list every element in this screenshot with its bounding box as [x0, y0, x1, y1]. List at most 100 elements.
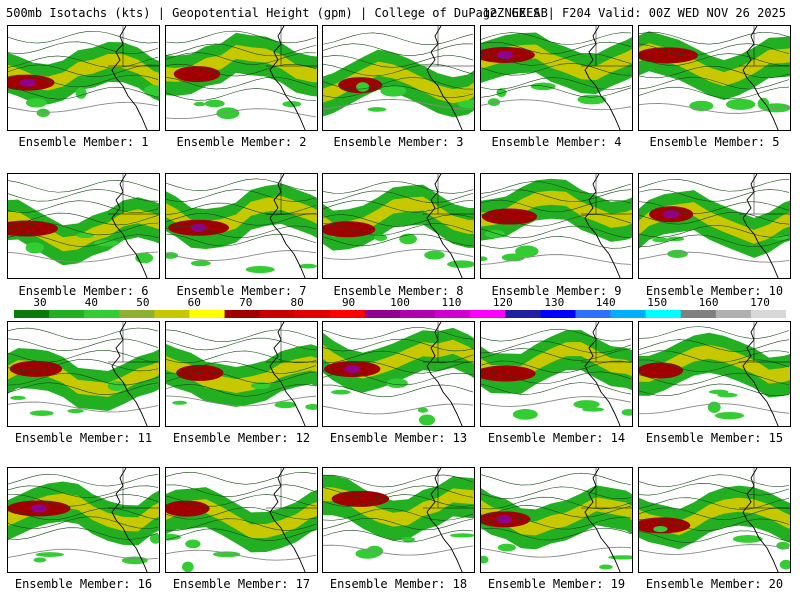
height-contour [481, 85, 632, 98]
colorbar-tick-label: 40 [84, 296, 99, 309]
ensemble-panel-14 [480, 321, 633, 427]
isotach-blob [424, 250, 445, 260]
isotach-blob [667, 249, 688, 258]
height-contour [323, 361, 474, 374]
colorbar-tick-label: 150 [647, 296, 668, 309]
ensemble-panel-16 [7, 467, 160, 573]
isotach-blob [29, 410, 54, 417]
height-contour-gray [8, 251, 159, 263]
isotach-blob [771, 235, 789, 240]
isotach-blob [496, 88, 507, 98]
height-contour [323, 508, 474, 521]
isotach-map [481, 174, 632, 278]
isotach-map [639, 468, 790, 572]
height-contour [323, 214, 474, 227]
jet-max-peak [344, 365, 361, 374]
height-contour [639, 212, 790, 225]
coastline [111, 26, 148, 130]
height-contour [323, 372, 474, 386]
jet-max-core [166, 500, 210, 517]
height-contour [323, 474, 474, 488]
height-contour [481, 63, 632, 76]
height-contour [639, 234, 790, 248]
coastline [111, 322, 148, 426]
ensemble-panel-18 [322, 467, 475, 573]
isotach-blob [212, 551, 241, 558]
height-contour [639, 86, 790, 100]
coastline [742, 26, 779, 130]
isotach-band-green [639, 31, 790, 101]
height-contour [166, 30, 317, 44]
jet-max-core [639, 517, 691, 534]
colorbar-tick-label: 100 [390, 296, 410, 309]
coastline [269, 174, 306, 278]
coastline [742, 468, 779, 572]
height-contour [166, 178, 317, 192]
isotach-blob [779, 559, 790, 570]
height-contour [166, 225, 317, 238]
height-contour [639, 43, 790, 56]
isotach-map [8, 468, 159, 572]
isotach-map [323, 174, 474, 278]
jet-max-core [9, 360, 63, 377]
height-contour [8, 31, 159, 44]
coastline [111, 174, 148, 278]
isotach-blob [33, 557, 47, 563]
isotach-blob [714, 411, 744, 420]
coastline [269, 322, 306, 426]
height-contour [481, 225, 632, 239]
jet-max-core [639, 47, 699, 64]
height-contour [166, 528, 317, 541]
height-contour [481, 382, 632, 395]
ensemble-member-label: Ensemble Member: 10 [645, 284, 784, 298]
coastline [269, 468, 306, 572]
ensemble-member-label: Ensemble Member: 20 [645, 577, 784, 591]
colorbar-tick-label: 70 [239, 296, 253, 309]
colorbar-swatch [259, 310, 296, 318]
height-contour [8, 189, 159, 202]
height-contour [323, 85, 474, 98]
isotach-blob [653, 525, 668, 533]
isotach-blob [25, 98, 47, 108]
height-contour [639, 497, 790, 510]
height-contour [323, 494, 474, 507]
coastline [426, 468, 463, 572]
height-contour [481, 340, 632, 354]
height-contour [166, 52, 317, 65]
height-contour [481, 53, 632, 66]
height-contour [8, 485, 159, 499]
height-contour-gray [8, 401, 159, 413]
ensemble-panel-15 [638, 321, 791, 427]
ensemble-panel-11 [7, 321, 160, 427]
height-contour [323, 517, 474, 531]
height-contour [323, 384, 474, 398]
colorbar-swatch [575, 310, 612, 318]
ensemble-member-label: Ensemble Member: 16 [14, 577, 153, 591]
ensemble-member-label: Ensemble Member: 3 [333, 135, 464, 149]
height-contour-gray [323, 403, 474, 415]
isotach-blob [380, 85, 407, 97]
isotach-blob [457, 99, 474, 109]
colorbar-tick-label: 90 [341, 296, 356, 309]
jet-max-core [8, 220, 59, 237]
ensemble-member-label: Ensemble Member: 18 [329, 577, 468, 591]
height-contour [639, 201, 790, 214]
coastline [269, 26, 306, 130]
isotach-band-green [166, 344, 317, 407]
height-contour [481, 32, 632, 45]
height-contour [166, 507, 317, 520]
isotach-blob [708, 389, 729, 395]
height-contour [8, 338, 159, 351]
isotach-band-yellow [166, 356, 317, 393]
ensemble-panel-4 [480, 25, 633, 131]
height-contour [639, 65, 790, 79]
isotach-blob [481, 256, 488, 262]
height-contour [323, 327, 474, 340]
height-contour [166, 76, 317, 90]
isotach-blob [487, 98, 501, 107]
isotach-map [166, 322, 317, 426]
height-contour [166, 213, 317, 226]
isotach-map [639, 322, 790, 426]
colorbar-swatch [400, 310, 436, 318]
height-contour [323, 77, 474, 90]
